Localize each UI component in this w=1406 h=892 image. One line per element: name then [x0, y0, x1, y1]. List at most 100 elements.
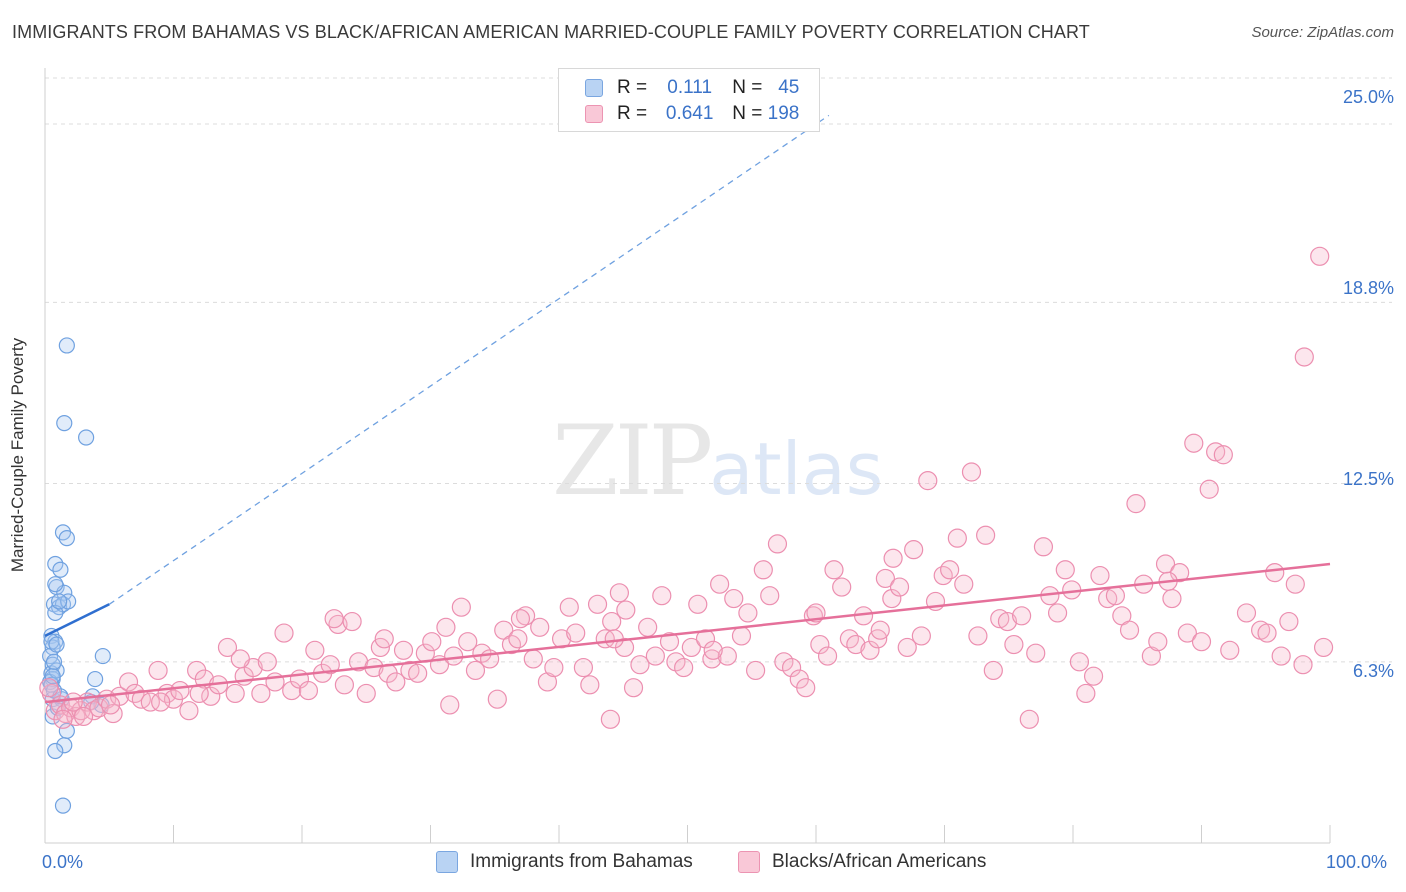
black-point	[1098, 588, 1118, 609]
bottom-legend-bahamas: Immigrants from Bahamas	[436, 851, 693, 873]
black-point	[746, 660, 766, 681]
black-point	[1055, 560, 1075, 580]
black-point	[530, 617, 550, 637]
watermark-atlas: atlas	[709, 427, 884, 511]
black-point	[400, 660, 420, 681]
bottom-legend-black: Blacks/African Americans	[738, 851, 986, 873]
black-point	[968, 626, 988, 646]
black-point	[1236, 603, 1257, 623]
black-point	[544, 657, 564, 678]
black-point	[1220, 640, 1240, 660]
bahamas-point	[56, 415, 73, 432]
black-point	[832, 577, 852, 597]
black-point	[374, 629, 394, 649]
black-point	[630, 655, 650, 675]
bahamas-point	[78, 429, 95, 446]
black-point	[436, 617, 456, 637]
y-axis-label: Married-Couple Family Poverty	[8, 337, 27, 573]
black-point	[1285, 574, 1305, 594]
black-point	[580, 675, 600, 695]
black-point	[559, 597, 579, 617]
bahamas-point	[51, 593, 68, 610]
black-point	[298, 680, 319, 701]
black-point	[53, 709, 73, 729]
y-tick-6-3: 6.3%	[1352, 661, 1394, 681]
bottom-legend-label: Blacks/African Americans	[772, 851, 987, 872]
black-point	[1026, 643, 1046, 663]
black-point	[573, 657, 594, 678]
black-point	[810, 634, 830, 655]
black-point	[604, 629, 624, 649]
y-tick-25: 25.0%	[1342, 87, 1394, 107]
black-point	[889, 577, 910, 597]
black-point	[731, 626, 752, 646]
black-point	[422, 632, 442, 652]
black-point	[1293, 655, 1313, 675]
black-point	[587, 594, 608, 614]
legend-r-label: R =	[617, 103, 648, 124]
black-point	[882, 588, 902, 609]
black-point	[1004, 634, 1024, 655]
legend-swatch-pink	[585, 105, 603, 123]
black-point	[688, 594, 708, 614]
black-point	[510, 609, 531, 629]
black-point	[1310, 246, 1330, 266]
black-point	[724, 588, 744, 609]
black-point	[753, 560, 773, 580]
black-point	[870, 620, 890, 640]
black-point	[710, 574, 730, 594]
legend-r-value: 0.111	[667, 77, 713, 98]
black-point	[225, 683, 245, 704]
black-point	[334, 675, 355, 695]
black-point	[911, 626, 931, 646]
black-point	[537, 672, 558, 692]
black-point	[774, 652, 794, 672]
black-point	[1265, 563, 1285, 583]
black-point	[217, 637, 238, 658]
black-point	[151, 692, 171, 712]
black-point	[320, 655, 340, 675]
bahamas-point	[47, 742, 64, 760]
black-point	[508, 629, 528, 649]
black-point	[1206, 442, 1226, 462]
bahamas-point	[87, 670, 104, 688]
black-point	[274, 623, 294, 643]
black-point	[465, 660, 486, 681]
black-point	[451, 597, 471, 617]
bahamas-point	[47, 576, 64, 593]
black-point	[1105, 586, 1126, 606]
x-tick-min: 0.0%	[42, 852, 84, 872]
black-point	[638, 617, 658, 637]
black-point	[487, 689, 507, 709]
black-point	[1279, 611, 1299, 632]
black-point	[717, 646, 737, 666]
black-point	[846, 634, 866, 655]
bottom-legend-label: Immigrants from Bahamas	[470, 851, 693, 872]
black-point	[659, 632, 680, 652]
black-point	[148, 660, 168, 681]
black-point	[738, 603, 758, 623]
black-point	[444, 646, 464, 666]
black-point	[523, 649, 543, 669]
black-point	[954, 574, 974, 594]
black-point	[1069, 652, 1090, 672]
legend-n-value: 45	[778, 77, 800, 98]
legend-n-value: 198	[767, 103, 800, 124]
black-point	[781, 657, 802, 678]
watermark-zip: ZIP	[552, 405, 713, 517]
black-point	[883, 548, 903, 568]
black-point	[860, 640, 880, 660]
legend-row-black: R = 0.641 N = 198	[585, 101, 799, 127]
black-point	[609, 583, 629, 603]
black-point	[666, 652, 686, 672]
bahamas-point	[54, 797, 72, 814]
black-point	[1033, 537, 1054, 557]
black-point	[305, 640, 325, 660]
x-tick-max: 100.0%	[1326, 852, 1388, 872]
watermark: ZIPatlas	[552, 405, 883, 517]
black-point	[1294, 347, 1314, 367]
black-point	[201, 686, 221, 706]
black-point	[1090, 565, 1110, 586]
black-point	[1199, 479, 1219, 499]
